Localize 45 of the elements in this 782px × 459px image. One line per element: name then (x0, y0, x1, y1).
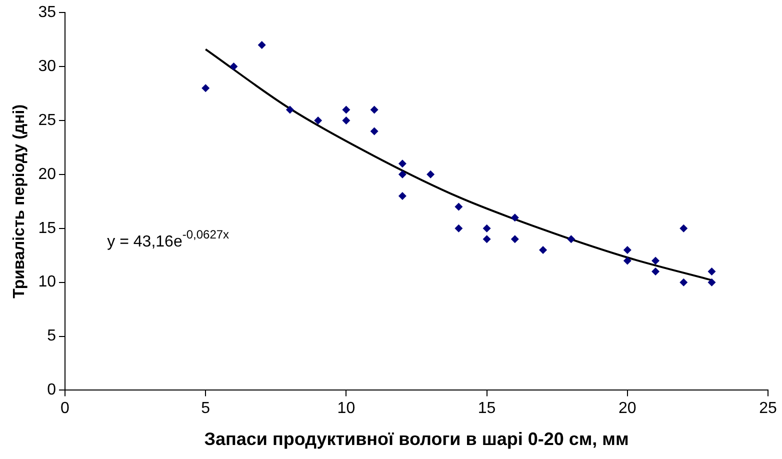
x-tick-label: 10 (337, 400, 356, 418)
x-tick-label: 15 (478, 400, 496, 418)
point (482, 235, 491, 244)
point (510, 235, 519, 244)
y-tick-label: 35 (38, 4, 56, 22)
point (398, 170, 406, 178)
point (652, 268, 660, 276)
x-tick-label: 5 (201, 400, 210, 418)
x-tick-label: 20 (618, 400, 636, 418)
point (680, 278, 688, 286)
point (342, 106, 350, 114)
point (426, 170, 435, 178)
point (398, 192, 406, 200)
point (567, 235, 576, 244)
point (370, 127, 378, 136)
y-tick-label: 0 (47, 382, 56, 399)
point (286, 106, 294, 114)
y-tick-label: 30 (38, 58, 56, 75)
point (202, 84, 210, 92)
point (652, 256, 660, 265)
y-tick-label: 15 (38, 220, 56, 237)
point (708, 268, 716, 276)
y-tick-label: 25 (38, 112, 56, 129)
point (398, 160, 406, 168)
point (482, 224, 491, 232)
point (510, 214, 519, 222)
point (680, 224, 688, 232)
x-tick-label: 0 (60, 400, 70, 418)
y-tick-label: 10 (38, 274, 56, 291)
point (539, 246, 548, 254)
x-tick-label: 25 (759, 400, 777, 418)
point (258, 40, 266, 49)
point (314, 116, 322, 124)
point (342, 116, 350, 124)
point (623, 256, 632, 265)
point (454, 202, 463, 211)
point (230, 62, 238, 71)
y-axis-title: Тривалість періоду (дні) (11, 104, 28, 298)
point (370, 106, 378, 114)
y-tick-label: 5 (47, 328, 56, 345)
x-axis-title: Запаси продуктивної вологи в шарі 0-20 см, мм (204, 429, 629, 450)
point (454, 224, 463, 232)
y-tick-label: 20 (38, 166, 56, 183)
point (623, 246, 632, 254)
point (708, 278, 716, 286)
